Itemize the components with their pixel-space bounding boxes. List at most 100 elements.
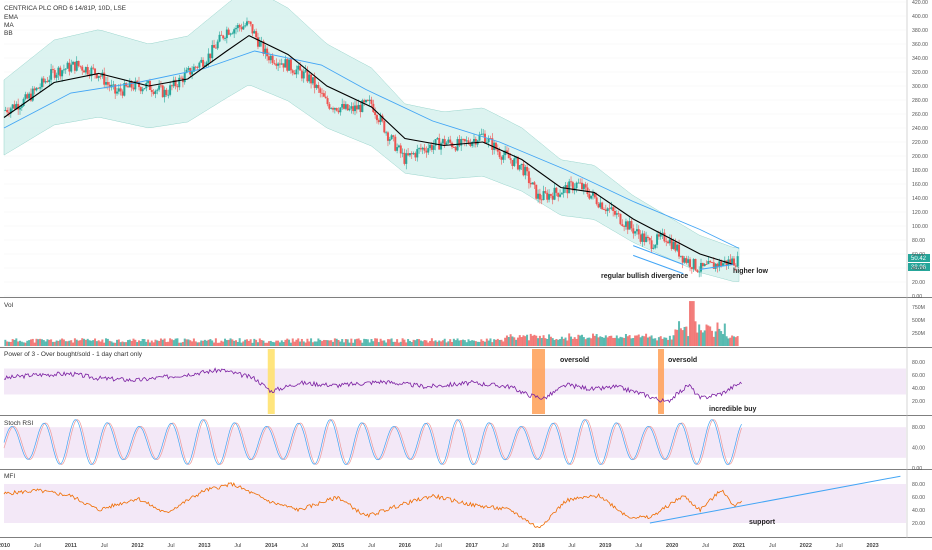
- divergence-line: [633, 254, 684, 275]
- candle-body: [352, 106, 355, 112]
- candle-body: [586, 187, 589, 195]
- volume-bar: [81, 338, 84, 346]
- volume-bar: [679, 328, 682, 346]
- volume-bar: [256, 342, 259, 346]
- volume-bar: [546, 338, 549, 346]
- candle-body: [557, 192, 560, 197]
- mfi-y-tick-label: 80.00: [912, 482, 925, 488]
- candle-body: [548, 194, 551, 200]
- volume-bar: [377, 342, 380, 346]
- candle-body: [84, 67, 87, 73]
- volume-bar: [403, 339, 406, 346]
- candle-body: [343, 104, 346, 109]
- volume-bar: [198, 342, 201, 346]
- volume-bar: [716, 322, 719, 346]
- candle-body: [273, 62, 276, 64]
- volume-bar: [734, 337, 737, 346]
- volume-bar: [588, 337, 591, 346]
- candle-body: [678, 244, 681, 257]
- stoch-band: [4, 427, 906, 458]
- pane-title-mfi: MFI: [4, 473, 15, 480]
- candle-body: [315, 84, 318, 88]
- volume-bar: [465, 342, 468, 346]
- candle-body: [50, 69, 53, 80]
- volume-bar: [610, 335, 613, 346]
- candle-body: [194, 66, 197, 68]
- volume-bar: [205, 340, 208, 346]
- candle-body: [683, 258, 686, 263]
- volume-bar: [522, 335, 525, 346]
- candle-body: [216, 41, 219, 49]
- volume-bar: [227, 339, 230, 346]
- candle-body: [337, 110, 340, 113]
- volume-bar: [50, 339, 53, 346]
- volume-bar: [652, 338, 655, 346]
- candle-body: [414, 153, 417, 158]
- candle-body: [158, 85, 161, 90]
- volume-bar: [15, 338, 18, 346]
- candle-body: [139, 87, 142, 92]
- candle-body: [485, 142, 488, 144]
- volume-bar: [333, 338, 336, 346]
- candle-body: [396, 147, 399, 151]
- volume-bar: [731, 335, 734, 346]
- main-y-tick-label: 280.00: [912, 98, 928, 104]
- candle-body: [203, 65, 206, 67]
- candle-body: [39, 87, 42, 89]
- volume-bar: [454, 340, 457, 346]
- volume-bar: [317, 338, 320, 346]
- candle-body: [313, 77, 316, 88]
- volume-bar: [310, 338, 313, 346]
- candle-body: [500, 157, 503, 160]
- volume-bar: [447, 341, 450, 346]
- candle-body: [344, 104, 347, 109]
- candle-body: [17, 103, 20, 110]
- candle-body: [180, 77, 183, 79]
- candle-body: [524, 166, 527, 176]
- volume-bar: [202, 340, 205, 346]
- candle-body: [198, 62, 201, 68]
- volume-bar: [222, 341, 225, 346]
- volume-bar: [163, 338, 166, 346]
- candle-body: [652, 247, 655, 249]
- candle-body: [698, 271, 701, 273]
- volume-bar: [51, 341, 54, 346]
- candle-body: [256, 37, 259, 47]
- candle-body: [282, 63, 285, 68]
- candle-body: [110, 84, 113, 88]
- volume-bar: [721, 334, 724, 346]
- annotation-oversold-1: oversold: [560, 357, 589, 364]
- main-y-tick-label: 400.00: [912, 14, 928, 20]
- volume-bar: [602, 337, 605, 346]
- candle-body: [408, 153, 411, 156]
- candle-body: [403, 152, 406, 164]
- volume-bar: [295, 339, 298, 346]
- candle-body: [423, 147, 426, 151]
- candle-body: [452, 147, 455, 148]
- volume-bar: [262, 340, 265, 346]
- candle-body: [549, 194, 552, 196]
- candle-body: [333, 108, 336, 110]
- volume-bar: [599, 336, 602, 346]
- volume-bar: [568, 333, 571, 346]
- volume-bar: [593, 335, 596, 346]
- volume-bar: [560, 336, 563, 346]
- volume-bar: [381, 340, 384, 346]
- volume-bar: [456, 338, 459, 346]
- volume-bar: [244, 339, 247, 346]
- annotation-incredible-buy: incredible buy: [709, 406, 757, 413]
- volume-bar: [650, 335, 653, 346]
- volume-bar: [53, 341, 56, 346]
- candle-body: [253, 31, 256, 34]
- candle-body: [73, 61, 76, 71]
- volume-bar: [489, 338, 492, 346]
- volume-bar: [661, 338, 664, 346]
- candle-body: [729, 259, 732, 264]
- volume-bar: [7, 341, 10, 346]
- candle-body: [59, 67, 62, 77]
- volume-bar: [209, 339, 212, 346]
- volume-bar: [218, 342, 221, 346]
- volume-bar: [137, 340, 140, 346]
- vol-y-tick-label: 500M: [912, 318, 925, 324]
- candle-body: [251, 24, 254, 34]
